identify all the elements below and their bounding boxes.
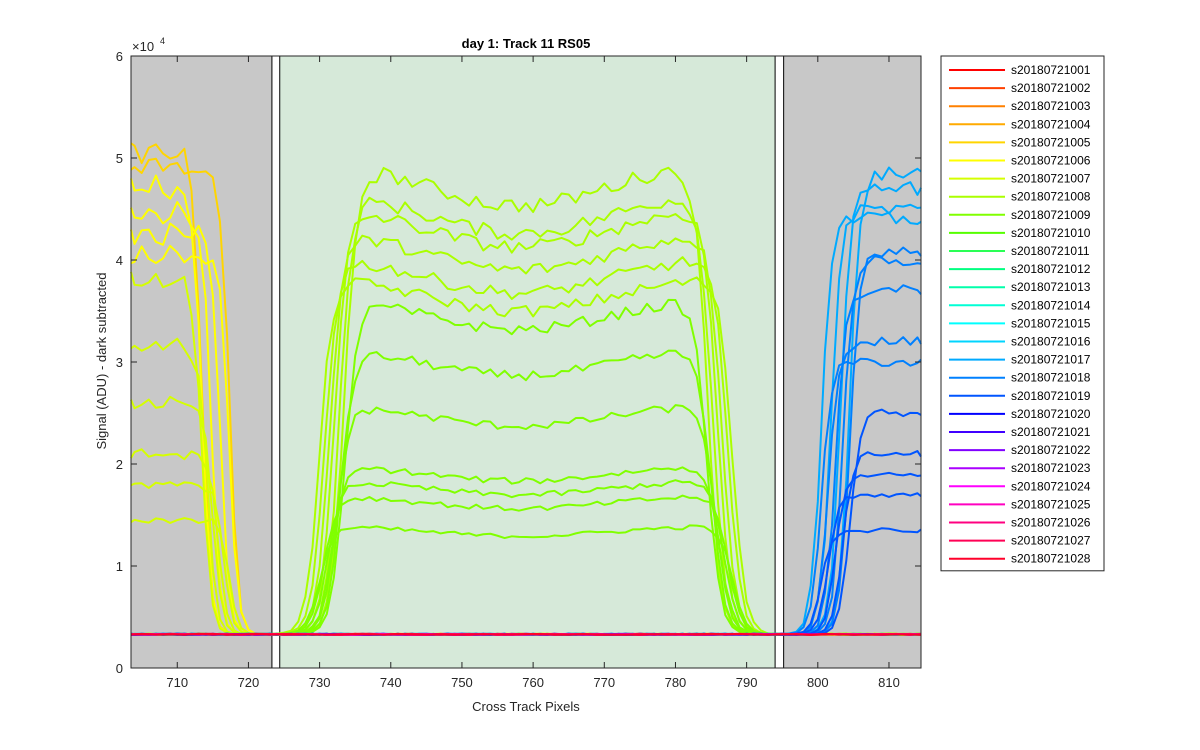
x-axis-label: Cross Track Pixels bbox=[472, 699, 580, 714]
y-tick-label: 0 bbox=[116, 661, 123, 676]
x-tick-label: 770 bbox=[593, 675, 615, 690]
series-lines bbox=[130, 142, 922, 636]
x-tick-label: 760 bbox=[522, 675, 544, 690]
legend-entry-s20180721021: s20180721021 bbox=[1011, 425, 1091, 439]
x-tick-label: 750 bbox=[451, 675, 473, 690]
legend-entry-s20180721015: s20180721015 bbox=[1011, 316, 1091, 330]
legend-entry-s20180721003: s20180721003 bbox=[1011, 99, 1091, 113]
legend-entry-s20180721023: s20180721023 bbox=[1011, 461, 1091, 475]
x-tick-label: 780 bbox=[665, 675, 687, 690]
y-exponent-base: ×10 bbox=[132, 39, 154, 54]
legend-entry-s20180721009: s20180721009 bbox=[1011, 208, 1091, 222]
y-tick-label: 5 bbox=[116, 151, 123, 166]
legend-entry-s20180721022: s20180721022 bbox=[1011, 443, 1091, 457]
legend-entry-s20180721019: s20180721019 bbox=[1011, 389, 1091, 403]
x-tick-label: 720 bbox=[238, 675, 260, 690]
y-axis-label: Signal (ADU) - dark subtracted bbox=[94, 272, 109, 449]
x-tick-label: 710 bbox=[166, 675, 188, 690]
legend-entry-s20180721007: s20180721007 bbox=[1011, 172, 1091, 186]
legend-entry-s20180721027: s20180721027 bbox=[1011, 534, 1091, 548]
legend-box bbox=[940, 55, 1105, 572]
legend: s20180721001 s20180721002 s20180721003 s201… bbox=[940, 55, 1105, 572]
legend-entry-s20180721026: s20180721026 bbox=[1011, 516, 1091, 530]
legend-entry-s20180721025: s20180721025 bbox=[1011, 497, 1091, 511]
region-band-3 bbox=[775, 56, 784, 668]
chart-axes: 710 720 730 740 750 760 770 780 790 800 810 0 1 2 3 4 5 6 bbox=[116, 49, 922, 690]
y-tick-label: 2 bbox=[116, 457, 123, 472]
legend-entry-s20180721020: s20180721020 bbox=[1011, 407, 1091, 421]
legend-entry-s20180721028: s20180721028 bbox=[1011, 552, 1091, 566]
legend-entry-s20180721002: s20180721002 bbox=[1011, 81, 1091, 95]
y-exponent-power: 4 bbox=[160, 36, 165, 46]
y-axis-exponent: ×10 4 bbox=[132, 36, 165, 54]
legend-entry-s20180721012: s20180721012 bbox=[1011, 262, 1091, 276]
y-tick-label: 1 bbox=[116, 559, 123, 574]
x-tick-label: 800 bbox=[807, 675, 829, 690]
legend-entry-s20180721010: s20180721010 bbox=[1011, 226, 1091, 240]
legend-entry-s20180721001: s20180721001 bbox=[1011, 63, 1091, 77]
y-tick-label: 6 bbox=[116, 49, 123, 64]
legend-entry-s20180721005: s20180721005 bbox=[1011, 135, 1091, 149]
region-band-1 bbox=[271, 56, 280, 668]
legend-entry-s20180721008: s20180721008 bbox=[1011, 190, 1091, 204]
x-tick-label: 740 bbox=[380, 675, 402, 690]
legend-entry-s20180721017: s20180721017 bbox=[1011, 353, 1091, 367]
y-tick-label: 3 bbox=[116, 355, 123, 370]
y-tick-label: 4 bbox=[116, 253, 123, 268]
chart-regions bbox=[131, 56, 921, 668]
legend-entry-s20180721024: s20180721024 bbox=[1011, 479, 1091, 493]
legend-entry-s20180721013: s20180721013 bbox=[1011, 280, 1091, 294]
legend-entry-s20180721018: s20180721018 bbox=[1011, 371, 1091, 385]
legend-entry-s20180721014: s20180721014 bbox=[1011, 298, 1091, 312]
x-tick-label: 810 bbox=[878, 675, 900, 690]
legend-entry-s20180721006: s20180721006 bbox=[1011, 154, 1091, 168]
x-tick-label: 730 bbox=[309, 675, 331, 690]
series-line-s20180721028 bbox=[130, 632, 922, 636]
legend-entry-s20180721016: s20180721016 bbox=[1011, 335, 1091, 349]
legend-entry-s20180721011: s20180721011 bbox=[1011, 244, 1090, 258]
x-tick-label: 790 bbox=[736, 675, 758, 690]
legend-entry-s20180721004: s20180721004 bbox=[1011, 117, 1091, 131]
chart-title: day 1: Track 11 RS05 bbox=[462, 36, 591, 51]
